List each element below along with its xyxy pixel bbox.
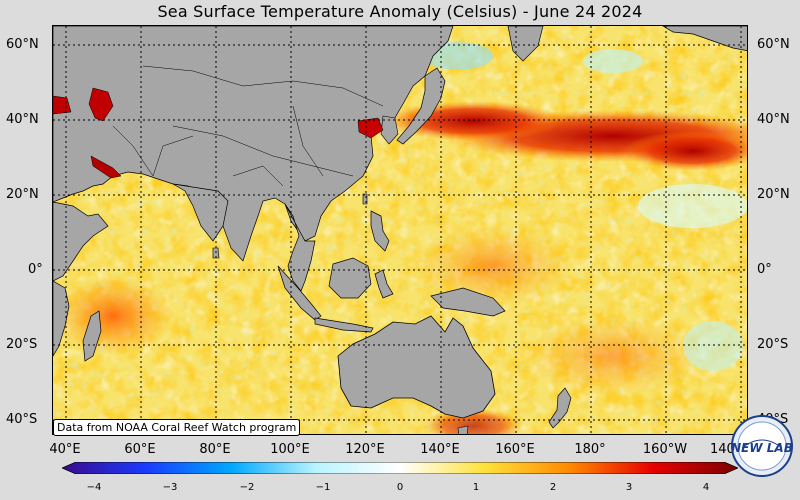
persian-gulf [90,155,122,179]
lat-label-40n-right: 40°N [757,112,790,127]
lat-label-40s-left: 40°S [6,412,38,427]
indian-ocean-warm-patch [53,276,173,356]
colorbar-tick-1: 1 [472,482,480,493]
logo-arc [741,439,783,449]
tropical-pacific-warm-patch [413,226,573,306]
australia-landmass [337,315,496,419]
yellow-sea [357,117,384,139]
lat-label-20n-right: 20°N [757,187,790,202]
colorbar-tick-3: 3 [625,482,633,493]
lon-label-120e: 120°E [345,442,385,457]
lon-label-80e: 80°E [199,442,231,457]
southeast-cool-patch [683,321,743,371]
madagascar-island [82,310,102,362]
indochina-landmass [284,203,316,292]
lon-label-40e: 40°E [49,442,81,457]
lat-label-20s-right: 20°S [757,337,789,352]
colorbar-tick-0: 0 [396,482,404,493]
lon-label-100e: 100°E [270,442,310,457]
colorbar-tick-minus3: −3 [162,482,178,493]
colorbar-gradient [62,462,738,474]
lon-label-60e: 60°E [124,442,156,457]
map-canvas [53,26,747,434]
logo-text: NEW LAB [731,441,793,455]
lat-label-20s-left: 20°S [6,337,38,352]
south-pacific-warm-patch [523,316,703,396]
colorbar-tick-minus1: −1 [315,482,331,493]
tasmania-island [457,425,469,434]
india-landmass [172,183,229,242]
colorbar-tick-minus4: −4 [86,482,102,493]
arabia-africa-landmass [53,201,109,282]
east-hot-band [623,131,747,171]
lat-label-60n-right: 60°N [757,37,790,52]
lat-label-eq-left: 0° [28,262,43,277]
new-guinea-island [430,287,506,317]
lon-label-180: 180° [574,442,606,457]
graticule [53,26,747,434]
colorbar-tick-2: 2 [549,482,557,493]
lat-label-60n-left: 60°N [6,37,39,52]
country-borders [112,65,384,187]
eurasia-landmass [53,26,454,262]
black-sea [53,95,72,115]
map-title: Sea Surface Temperature Anomaly (Celsius… [157,2,643,21]
sumatra-island [277,265,322,321]
lon-label-140e: 140°E [420,442,460,457]
lat-label-eq-right: 0° [757,262,772,277]
new-lab-logo: NEW LAB [731,415,793,477]
borneo-island [328,257,372,299]
lon-label-160w: 160°W [642,442,688,457]
kamchatka-landmass [507,26,544,62]
lat-label-40n-left: 40°N [6,112,39,127]
colorbar-tick-4: 4 [702,482,710,493]
east-pacific-cool-patch [638,184,747,228]
bering-cool-patch [583,49,643,73]
lat-label-20n-left: 20°N [6,187,39,202]
japan-islands [396,67,446,145]
java-island [314,317,374,333]
data-credit: Data from NOAA Coral Reef Watch program [53,419,301,436]
new-zealand-islands [548,387,572,429]
colorbar [62,462,738,474]
africa-east-coast [53,280,70,357]
logo-inner [737,421,787,471]
colorbar-tick-minus2: −2 [239,482,255,493]
caspian-sea [88,87,114,122]
lon-label-160e: 160°E [495,442,535,457]
philippines-islands [370,210,390,252]
sst-anomaly-map [52,25,748,435]
